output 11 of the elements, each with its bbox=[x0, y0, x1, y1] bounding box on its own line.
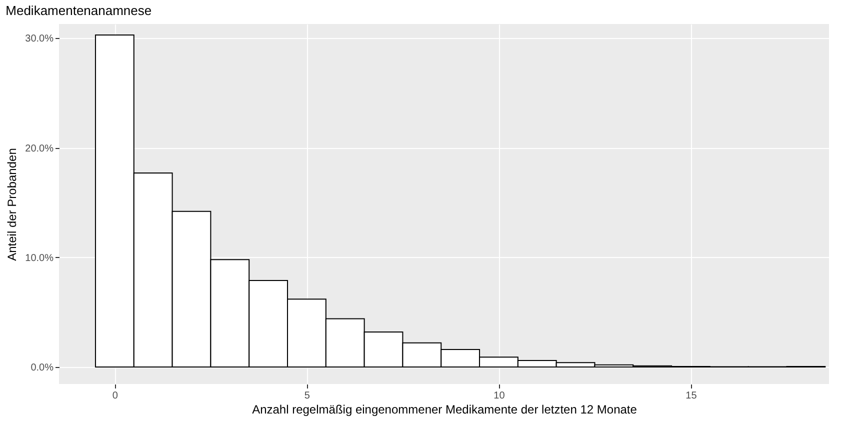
y-axis-title: Anteil der Probanden bbox=[5, 148, 20, 261]
x-tick-label: 10 bbox=[494, 390, 506, 402]
y-tick-label: 30.0% bbox=[25, 34, 54, 45]
x-tick-label: 0 bbox=[112, 390, 118, 402]
x-tick-label: 15 bbox=[686, 390, 698, 402]
y-tick-label: 10.0% bbox=[25, 252, 54, 264]
y-tick-label: 0.0% bbox=[30, 362, 54, 374]
x-tick-label: 5 bbox=[304, 390, 310, 402]
x-axis-title: Anzahl regelmäßig eingenommener Medikamente der letzten 12 Monate bbox=[252, 402, 638, 416]
chart-title: Medikamentenanamnese bbox=[6, 3, 152, 18]
y-tick-label: 20.0% bbox=[25, 143, 54, 154]
